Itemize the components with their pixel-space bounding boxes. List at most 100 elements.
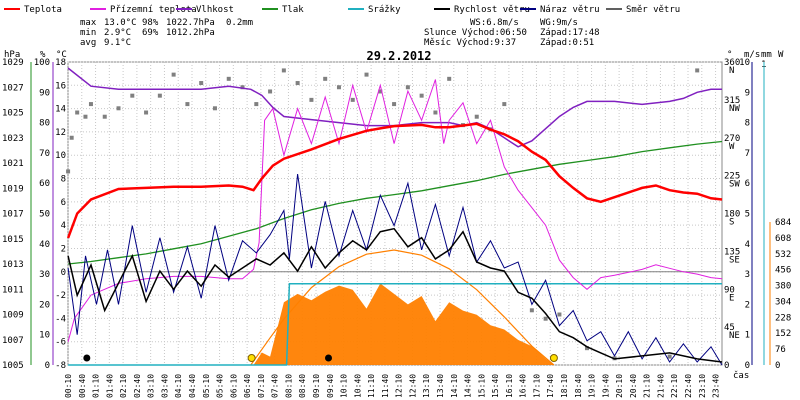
x-tick-label: 00:10 bbox=[64, 374, 73, 398]
stats-row-label: max bbox=[80, 18, 97, 28]
wind-direction-point bbox=[529, 308, 534, 313]
wind-direction-point bbox=[116, 106, 121, 111]
wind-direction-point bbox=[185, 102, 190, 107]
legend-label: Tlak bbox=[282, 5, 304, 15]
x-tick-label: 04:40 bbox=[188, 374, 197, 398]
wind-direction-point bbox=[378, 89, 383, 94]
humidity-line bbox=[67, 67, 722, 148]
stats-pressure-value: 1012.2hPa bbox=[166, 28, 215, 38]
stats-temp-value: 2.9°C bbox=[104, 28, 131, 38]
wind-tick-label: 9 bbox=[745, 88, 750, 98]
solar-tick-label: 532 bbox=[775, 250, 791, 260]
wind-direction-point bbox=[268, 89, 273, 94]
x-tick-label: 04:10 bbox=[174, 374, 183, 398]
temp-tick-label: 14 bbox=[55, 105, 66, 115]
moon-set-text: Západ:0:51 bbox=[540, 38, 594, 48]
direction-tick-label: 180 bbox=[724, 210, 740, 220]
pressure-tick-label: 1007 bbox=[2, 336, 24, 346]
x-tick-label: 15:10 bbox=[477, 374, 486, 398]
solar-tick-label: 152 bbox=[775, 329, 791, 339]
direction-compass-label: NE bbox=[729, 331, 740, 341]
wind-direction-point bbox=[502, 102, 507, 107]
wind-speed-stat: WS:6.8m/s bbox=[470, 18, 519, 28]
direction-compass-label: S bbox=[729, 218, 734, 228]
temp-tick-label: -2 bbox=[55, 291, 66, 301]
x-axis-label: čas bbox=[733, 370, 749, 381]
wind-direction-point bbox=[447, 76, 452, 81]
humidity-tick-label: 80 bbox=[39, 119, 50, 129]
humidity-tick-label: 30 bbox=[39, 270, 50, 280]
wind-direction-point bbox=[88, 102, 93, 107]
pressure-line bbox=[68, 140, 723, 265]
direction-tick-label: 225 bbox=[724, 172, 740, 182]
temperature-line bbox=[66, 122, 723, 239]
x-tick-label: 08:40 bbox=[298, 374, 307, 398]
wind-direction-point bbox=[364, 72, 369, 77]
stats-humidity-value: 69% bbox=[142, 28, 159, 38]
pressure-tick-label: 1023 bbox=[2, 134, 24, 144]
direction-unit: ° bbox=[727, 50, 732, 60]
wind-tick-label: 7 bbox=[745, 149, 750, 159]
x-tick-label: 20:40 bbox=[629, 374, 638, 398]
x-tick-label: 13:40 bbox=[436, 374, 445, 398]
stats-temp-value: 9.1°C bbox=[104, 38, 131, 48]
x-tick-label: 03:10 bbox=[147, 374, 156, 398]
humidity-tick-label: 70 bbox=[39, 149, 50, 159]
legend-label: Vlhkost bbox=[196, 5, 234, 15]
temp-tick-label: 0 bbox=[61, 268, 66, 278]
wind-direction-point bbox=[157, 93, 162, 98]
wind-tick-label: 6 bbox=[745, 179, 750, 189]
x-tick-label: 16:10 bbox=[505, 374, 514, 398]
humidity-tick-label: 20 bbox=[39, 300, 50, 310]
wind-unit: m/s bbox=[744, 50, 760, 60]
wind-direction-point bbox=[226, 76, 231, 81]
wind-tick-label: 0 bbox=[745, 361, 750, 371]
wind-direction-point bbox=[295, 81, 300, 86]
legend-label: Teplota bbox=[24, 5, 62, 15]
x-tick-label: 18:10 bbox=[560, 374, 569, 398]
humidity-unit: % bbox=[40, 50, 46, 60]
wind-direction-point bbox=[392, 102, 397, 107]
x-tick-label: 02:40 bbox=[133, 374, 142, 398]
temp-tick-label: -8 bbox=[55, 361, 66, 371]
wind-direction-point bbox=[254, 102, 259, 107]
x-tick-label: 11:10 bbox=[367, 374, 376, 398]
temp-unit: °C bbox=[56, 50, 67, 60]
x-tick-label: 08:10 bbox=[284, 374, 293, 398]
humidity-tick-label: 60 bbox=[39, 179, 50, 189]
humidity-tick-label: 50 bbox=[39, 210, 50, 220]
wind-direction-point bbox=[130, 93, 135, 98]
sun-event-icon bbox=[549, 354, 558, 362]
wind-tick-label: 1 bbox=[745, 331, 750, 341]
pressure-tick-label: 1025 bbox=[2, 109, 24, 119]
legend-label: Náraz větru bbox=[540, 5, 600, 15]
temp-tick-label: 4 bbox=[61, 221, 66, 231]
pressure-tick-label: 1027 bbox=[2, 83, 24, 93]
solar-tick-label: 76 bbox=[775, 345, 786, 355]
wind-direction-point bbox=[309, 97, 314, 102]
wind-direction-point bbox=[75, 110, 80, 115]
rain-line bbox=[68, 283, 722, 366]
pressure-tick-label: 1019 bbox=[2, 184, 24, 194]
wind-direction-point bbox=[240, 85, 245, 90]
x-tick-label: 07:10 bbox=[257, 374, 266, 398]
x-tick-label: 10:40 bbox=[353, 374, 362, 398]
temp-tick-label: 10 bbox=[55, 151, 66, 161]
pressure-tick-label: 1015 bbox=[2, 235, 24, 245]
direction-compass-label: N bbox=[729, 66, 734, 76]
humidity-tick-label: 100 bbox=[34, 58, 50, 68]
solar-tick-label: 0 bbox=[775, 361, 780, 371]
sun-event-icon bbox=[247, 354, 256, 362]
pressure-tick-label: 1011 bbox=[2, 285, 24, 295]
wind-direction-point bbox=[405, 85, 410, 90]
wind-direction-point bbox=[323, 76, 328, 81]
pressure-tick-label: 1029 bbox=[2, 58, 24, 68]
wind-tick-label: 10 bbox=[739, 58, 750, 68]
moon-rise-text: Měsíc Východ:9:37 bbox=[424, 38, 516, 48]
moon-event-icon bbox=[324, 354, 332, 362]
wind-gust-stat: WG:9m/s bbox=[540, 18, 578, 28]
wind-direction-point bbox=[83, 114, 88, 119]
pressure-tick-label: 1013 bbox=[2, 260, 24, 270]
wind-direction-point bbox=[281, 68, 286, 73]
humidity-tick-label: 0 bbox=[45, 361, 50, 371]
